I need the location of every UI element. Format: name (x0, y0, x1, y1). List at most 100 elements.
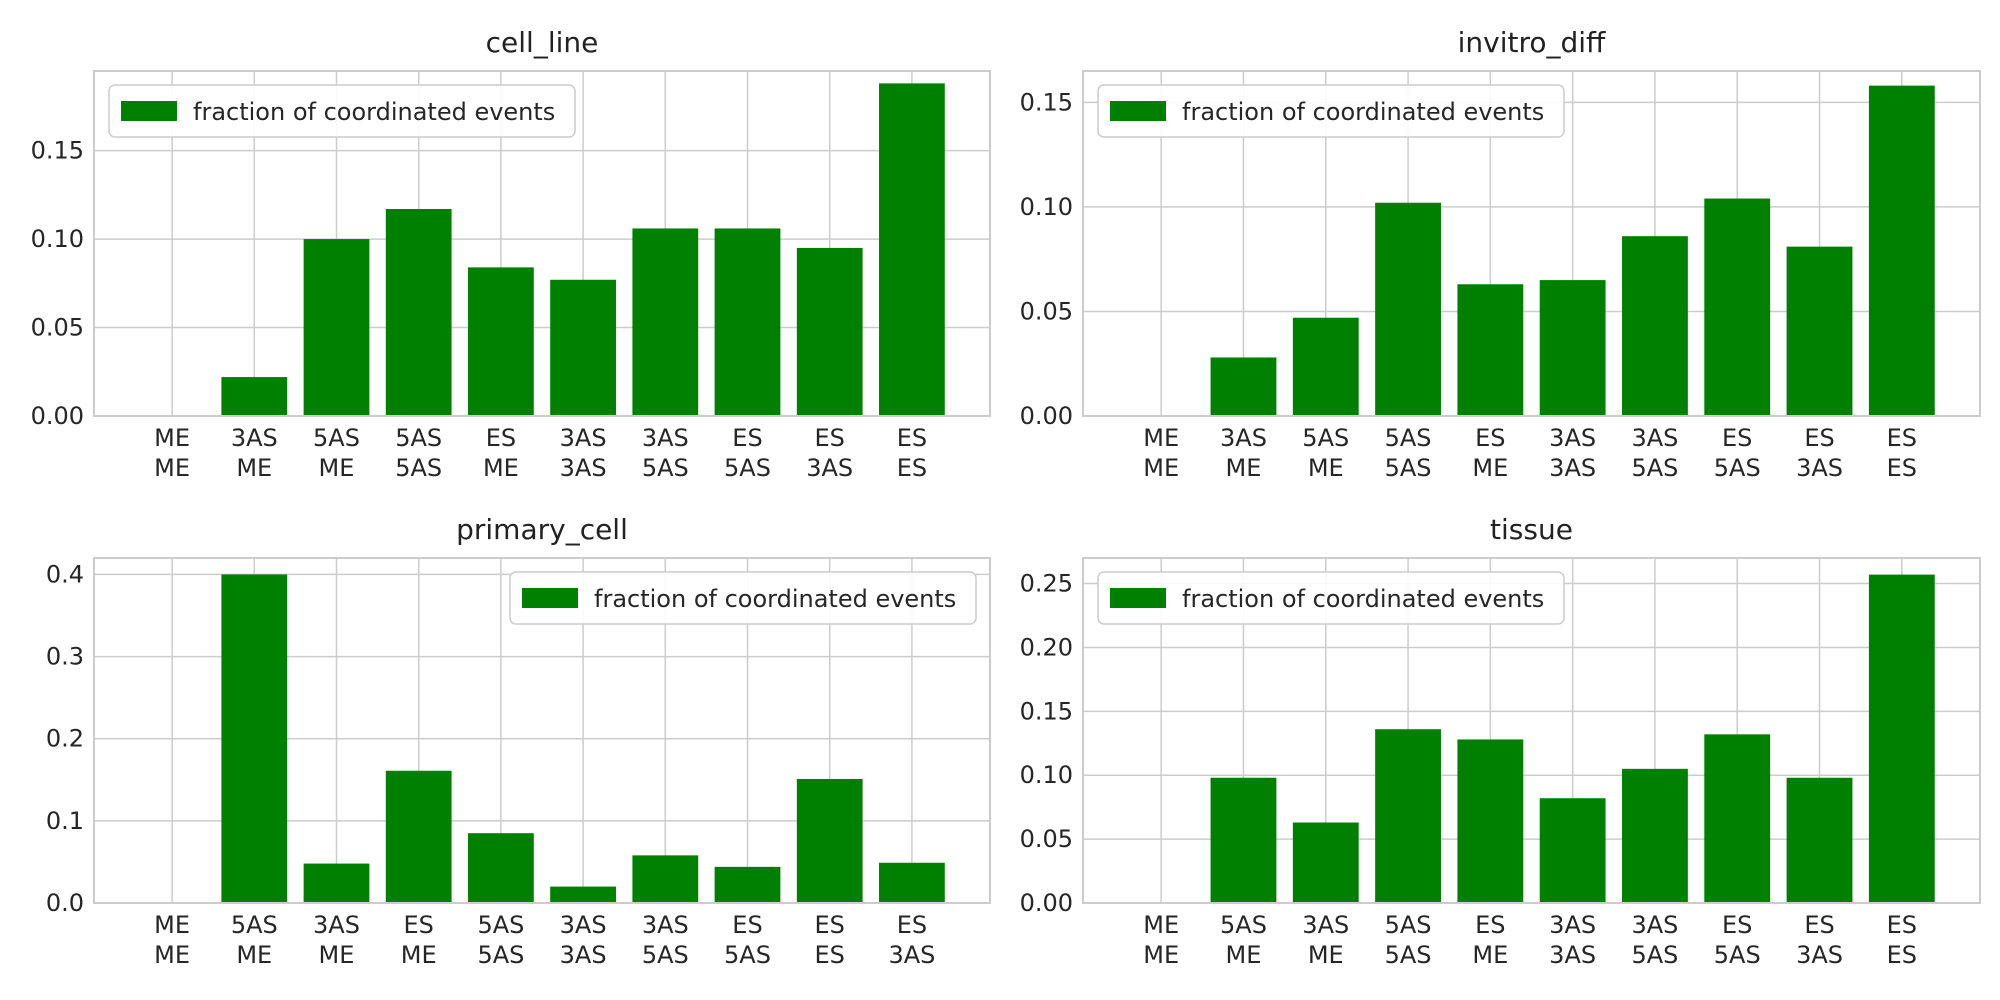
x-tick-label: ME (1226, 941, 1262, 969)
y-tick-label: 0.15 (1020, 697, 1073, 725)
plot-frame (1082, 557, 1981, 904)
x-tick-label: 3AS (1220, 424, 1267, 452)
chart-panel: 0.00.10.20.30.4MEME5ASME3ASMEESME5AS5AS3… (46, 513, 991, 969)
x-tick-label: ES (1475, 424, 1505, 452)
x-tick-label: 3AS (642, 911, 689, 939)
bar (550, 886, 616, 903)
x-tick-label: ME (154, 454, 190, 482)
x-tick-label: 3AS (231, 424, 278, 452)
x-tick-label: ES (1887, 941, 1917, 969)
plot-frame (93, 557, 991, 904)
y-tick-label: 0.05 (31, 314, 84, 342)
bar (1786, 246, 1853, 416)
x-tick-label: 3AS (560, 454, 607, 482)
bar (303, 239, 370, 416)
bar (1786, 777, 1853, 903)
x-tick-label: ES (1887, 454, 1917, 482)
x-tick-label: ME (483, 454, 519, 482)
chart-title: invitro_diff (1458, 26, 1606, 59)
bar (221, 377, 288, 416)
bar (385, 770, 452, 903)
plot-frame (93, 70, 991, 417)
bar (1375, 729, 1441, 903)
bar (1210, 777, 1277, 903)
chart-title: cell_line (486, 26, 599, 59)
bar (632, 855, 699, 903)
x-tick-label: ME (154, 911, 190, 939)
x-tick-label: ME (1143, 911, 1179, 939)
y-tick-label: 0.2 (46, 725, 84, 753)
legend-label: fraction of coordinated events (193, 98, 555, 126)
x-tick-label: 5AS (395, 454, 442, 482)
bar (221, 574, 288, 903)
bar (1292, 317, 1359, 416)
x-tick-label: ES (1804, 424, 1834, 452)
bar (1622, 236, 1688, 416)
x-tick-label: ES (1887, 424, 1917, 452)
y-tick-label: 0.25 (1020, 570, 1073, 598)
x-tick-label: ME (319, 454, 355, 482)
legend: fraction of coordinated events (1097, 571, 1565, 625)
bar (468, 833, 534, 903)
bar (1539, 798, 1606, 903)
legend: fraction of coordinated events (509, 571, 977, 625)
bar (385, 209, 452, 416)
legend-label: fraction of coordinated events (594, 585, 956, 613)
x-tick-label: 3AS (560, 941, 607, 969)
y-tick-label: 0.00 (1020, 402, 1073, 430)
bar (1704, 734, 1771, 903)
x-tick-label: ME (1143, 454, 1179, 482)
x-tick-label: 3AS (642, 424, 689, 452)
x-tick-label: ES (1475, 911, 1505, 939)
x-tick-label: 5AS (1302, 424, 1349, 452)
bar (1292, 822, 1359, 903)
y-tick-label: 0.0 (46, 889, 84, 917)
x-tick-label: 5AS (1631, 454, 1678, 482)
bar (879, 862, 945, 903)
x-tick-label: 5AS (724, 941, 771, 969)
legend-label: fraction of coordinated events (1182, 98, 1544, 126)
chart-title: primary_cell (456, 513, 628, 546)
x-tick-label: ES (897, 911, 927, 939)
bar (714, 866, 781, 903)
x-tick-label: ME (236, 454, 272, 482)
x-tick-label: ES (815, 424, 845, 452)
x-tick-label: ME (401, 941, 437, 969)
x-tick-label: ME (1472, 454, 1508, 482)
x-tick-label: 3AS (1549, 424, 1596, 452)
bar (550, 279, 616, 416)
x-tick-label: ES (897, 454, 927, 482)
bar (796, 247, 863, 416)
bar (1375, 202, 1441, 416)
x-tick-label: ME (154, 941, 190, 969)
x-tick-label: ME (319, 941, 355, 969)
x-tick-label: 5AS (1385, 911, 1432, 939)
x-tick-label: 3AS (560, 911, 607, 939)
chart-panel: 0.000.050.100.15MEME3ASME5ASME5AS5ASESME… (1020, 26, 1981, 482)
legend-swatch (522, 588, 578, 608)
bar (879, 83, 945, 416)
x-tick-label: ES (732, 424, 762, 452)
y-tick-label: 0.05 (1020, 297, 1073, 325)
y-tick-label: 0.10 (1020, 761, 1073, 789)
legend-box (108, 84, 576, 138)
x-tick-label: 3AS (1631, 911, 1678, 939)
y-tick-label: 0.20 (1020, 633, 1073, 661)
x-tick-label: 5AS (1385, 941, 1432, 969)
x-tick-label: ME (236, 941, 272, 969)
x-tick-label: ES (403, 911, 433, 939)
x-tick-label: ME (1143, 424, 1179, 452)
x-tick-label: 5AS (1385, 424, 1432, 452)
x-tick-label: ES (1722, 424, 1752, 452)
bar (1868, 85, 1935, 417)
x-tick-label: 3AS (560, 424, 607, 452)
y-tick-label: 0.3 (46, 643, 84, 671)
legend-box (1097, 571, 1565, 625)
x-tick-label: ES (815, 941, 845, 969)
x-tick-label: 3AS (1796, 941, 1843, 969)
x-tick-label: 3AS (888, 941, 935, 969)
legend-swatch (1110, 588, 1166, 608)
y-tick-label: 0.10 (1020, 193, 1073, 221)
chart-panel: 0.000.050.100.150.200.25MEME5ASME3ASME5A… (1020, 513, 1981, 969)
